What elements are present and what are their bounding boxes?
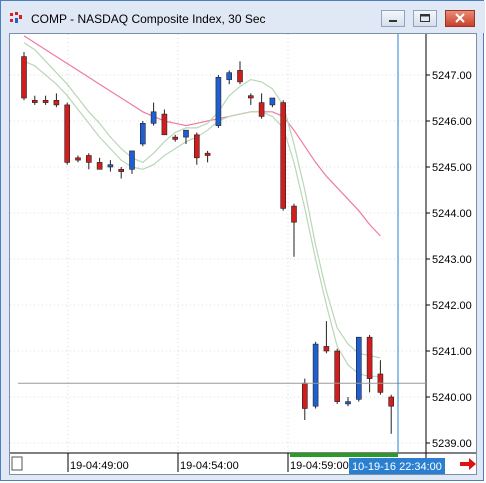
candle-down [204,152,211,156]
x-axis-ticks: 19-04:49:00 19-04:54:00 19-04:59:00 [11,453,349,472]
candle-up [345,401,351,405]
candle-down [86,155,92,163]
maximize-icon [420,14,430,22]
candle-up [226,72,232,80]
candle-up [269,97,276,106]
y-tick-label: 5246.00 [432,116,472,128]
candle-down [161,113,168,136]
minimize-button[interactable] [381,10,405,27]
chart-area[interactable]: 5247.00 5246.00 5245.00 5244.00 5243.00 5242.… [9,33,477,475]
close-button[interactable] [445,10,475,27]
candle-up [312,343,319,407]
candle-up [215,76,222,126]
y-tick-label: 5245.00 [432,162,472,174]
crosshair-time-label: 10-19-16 22:34:00 [352,461,442,473]
candle-down [291,205,297,223]
candle-down [42,100,49,103]
candle-up [150,111,157,124]
y-tick-label: 5243.00 [432,254,472,266]
moving-average-medium-line [23,60,381,377]
moving-averages [23,35,381,377]
crosshair-overlay: 10-19-16 22:34:00 [18,34,445,474]
moving-average-slow-line [23,35,381,237]
candle-down [31,100,38,103]
moving-average-fast-line [23,42,381,359]
app-icon [10,12,22,23]
y-tick-label: 5239.00 [432,438,472,450]
candle-down [75,157,81,161]
candle-down [258,102,265,117]
x-tick-label: 19-04:59:00 [290,460,349,472]
candle-up [183,129,189,138]
y-tick-label: 5244.00 [432,208,472,220]
candle-up [107,164,114,168]
candle-down [280,102,287,209]
candle-up [129,150,135,170]
minimize-icon [389,20,397,22]
candle-down [21,56,27,99]
candle-up [140,123,146,145]
maximize-button[interactable] [413,10,437,27]
y-tick-label: 5247.00 [432,70,472,82]
candles [21,52,395,434]
close-icon [455,13,465,23]
candle-down [118,169,124,172]
candle-up [355,336,362,400]
scroll-right-arrow-icon[interactable] [459,456,477,472]
y-tick-label: 5240.00 [432,392,472,404]
time-scroll-box [11,456,23,471]
candle-down [366,336,373,379]
candle-down [53,100,60,106]
candle-down [248,95,254,99]
y-axis-ticks: 5247.00 5246.00 5245.00 5244.00 5243.00 5242.… [426,70,472,450]
candle-down [323,346,330,352]
candle-down [237,70,243,83]
candle-down [172,136,178,140]
candle-down [388,396,395,407]
x-tick-label: 19-04:54:00 [180,460,239,472]
session-bar [290,453,398,457]
y-tick-label: 5241.00 [432,346,472,358]
candlestick-chart[interactable]: 5247.00 5246.00 5245.00 5244.00 5243.00 5242.… [10,34,476,474]
title-bar[interactable]: COMP - NASDAQ Composite Index, 30 Sec [1,1,485,33]
x-tick-label: 19-04:49:00 [70,460,129,472]
y-tick-label: 5242.00 [432,300,472,312]
window-title: COMP - NASDAQ Composite Index, 30 Sec [31,12,266,26]
candle-down [96,162,103,170]
crosshair-time-badge [349,458,445,474]
candle-down [301,382,308,409]
candle-down [194,134,200,159]
candle-down [334,350,341,402]
candle-down [64,104,71,163]
